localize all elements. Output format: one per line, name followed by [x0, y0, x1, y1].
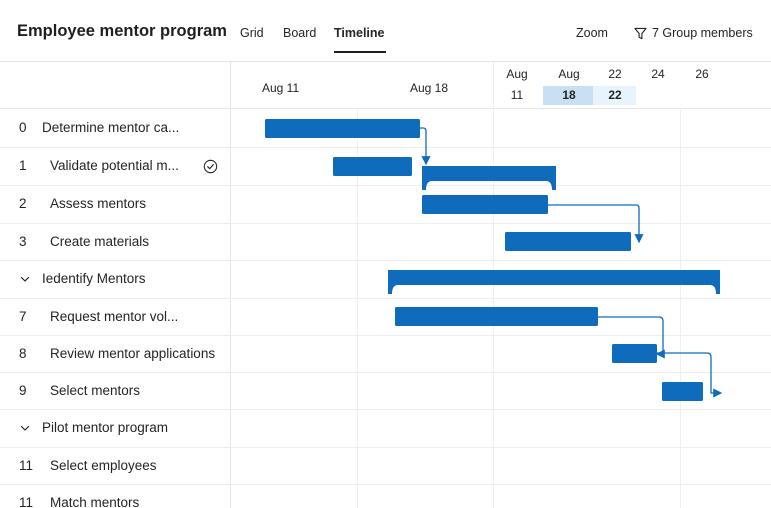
day-top-label: 26	[695, 67, 709, 81]
grid-row-line	[231, 147, 771, 148]
task-number: 9	[19, 383, 27, 398]
chevron-down-icon[interactable]	[19, 273, 31, 285]
task-bar-9[interactable]	[662, 382, 703, 401]
completed-check-icon[interactable]	[203, 159, 218, 174]
filter-button[interactable]: 7 Group members	[634, 26, 753, 40]
filter-label: 7 Group members	[652, 26, 753, 40]
grid-line	[680, 110, 681, 508]
task-row[interactable]: 8 Review mentor applications	[0, 335, 231, 372]
day-number-today[interactable]: 22	[608, 88, 622, 102]
task-row[interactable]: 7 Request mentor vol...	[0, 298, 231, 335]
task-number: 2	[19, 196, 27, 211]
task-row[interactable]: 9 Select mentors	[0, 372, 231, 409]
task-number: 11	[19, 458, 34, 473]
day-month-label: Aug	[558, 67, 580, 81]
tab-board[interactable]: Board	[283, 26, 317, 40]
grid-line	[357, 110, 358, 508]
tab-grid[interactable]: Grid	[240, 26, 264, 40]
filter-icon	[634, 27, 647, 39]
task-number: 1	[19, 158, 27, 173]
day-top-label: 24	[651, 67, 665, 81]
group-name: Iedentify Mentors	[42, 271, 146, 286]
task-name: Request mentor vol...	[50, 309, 179, 324]
day-number-selected[interactable]: 18	[562, 88, 576, 102]
task-row[interactable]: 3 Create materials	[0, 223, 231, 260]
dependency-connector	[420, 127, 431, 166]
group-name: Pilot mentor program	[42, 420, 169, 435]
task-row[interactable]: 1 Validate potential m...	[0, 147, 231, 184]
summary-bar-1[interactable]	[422, 166, 556, 190]
group-row[interactable]: Pilot mentor program	[0, 409, 231, 446]
grid-row-line	[231, 484, 771, 485]
week-label-aug-18: Aug 18	[410, 81, 449, 95]
task-name: Review mentor applications	[50, 346, 216, 361]
page-title: Employee mentor program	[17, 22, 227, 40]
grid-row-line	[231, 260, 771, 261]
active-tab-indicator	[334, 51, 386, 53]
task-number: 3	[19, 234, 27, 249]
grid-row-line	[231, 298, 771, 299]
task-bar-3[interactable]	[505, 232, 631, 251]
task-name: Select mentors	[50, 383, 141, 398]
task-name: Select employees	[50, 458, 157, 473]
task-row[interactable]: 2 Assess mentors	[0, 185, 231, 222]
task-name: Determine mentor ca...	[42, 120, 180, 135]
header-divider	[0, 108, 771, 109]
task-bar-7[interactable]	[395, 307, 598, 326]
dependency-connector	[598, 316, 665, 359]
task-bar-2[interactable]	[422, 195, 548, 214]
task-number: 0	[19, 120, 27, 135]
day-month-label: Aug	[506, 67, 528, 81]
task-number: 8	[19, 346, 27, 361]
chevron-down-icon[interactable]	[19, 422, 31, 434]
grid-row-line	[231, 335, 771, 336]
task-row[interactable]: 0 Determine mentor ca...	[0, 110, 231, 147]
zoom-button[interactable]: Zoom	[576, 26, 608, 40]
app-header: Employee mentor program Grid Board Timel…	[0, 0, 771, 62]
task-row[interactable]: 11 Match mentors	[0, 484, 231, 508]
group-summary-bar[interactable]	[388, 270, 720, 294]
tab-timeline[interactable]: Timeline	[334, 26, 385, 40]
day-number-label: 11	[510, 88, 524, 102]
task-number: 11	[19, 495, 34, 508]
task-name: Validate potential m...	[50, 158, 179, 173]
task-number: 7	[19, 309, 27, 324]
week-label-aug-11: Aug 11	[262, 81, 300, 95]
grid-row-line	[231, 372, 771, 373]
task-name: Create materials	[50, 234, 150, 249]
task-bar-1[interactable]	[333, 157, 412, 176]
day-top-label: 22	[608, 67, 622, 81]
grid-row-line	[231, 185, 771, 186]
group-row[interactable]: Iedentify Mentors	[0, 260, 231, 297]
grid-row-line	[231, 223, 771, 224]
task-name: Assess mentors	[50, 196, 147, 211]
dependency-connector	[657, 352, 723, 398]
grid-row-line	[231, 447, 771, 448]
task-row[interactable]: 11 Select employees	[0, 447, 231, 484]
grid-row-line	[231, 409, 771, 410]
today-highlight	[593, 86, 636, 105]
dependency-connector	[548, 204, 644, 244]
panel-divider	[230, 62, 231, 508]
task-bar-8[interactable]	[612, 344, 657, 363]
task-name: Match mentors	[50, 495, 140, 508]
task-bar-0[interactable]	[265, 119, 420, 138]
selected-day-highlight	[543, 86, 593, 105]
